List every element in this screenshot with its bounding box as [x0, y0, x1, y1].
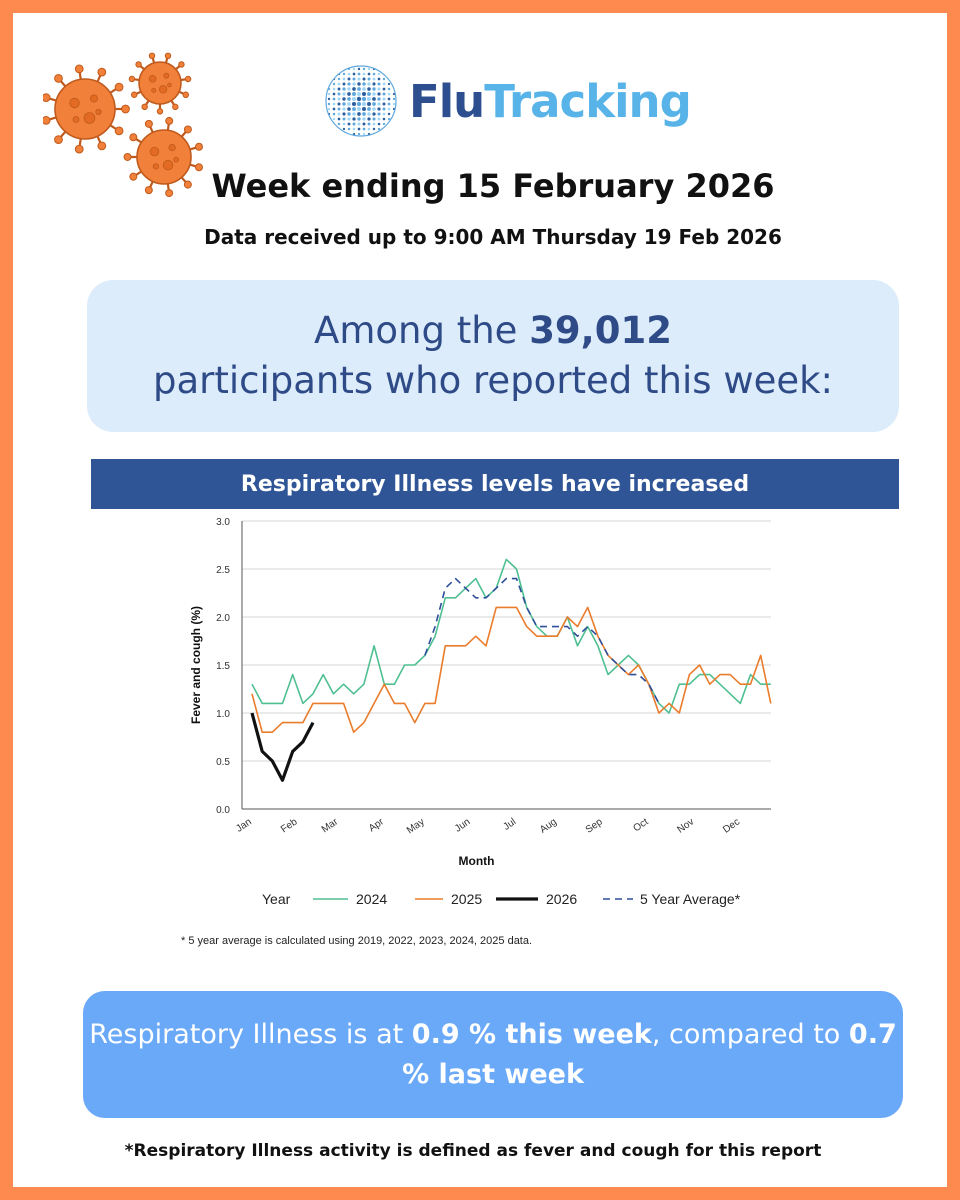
- x-tick-label: May: [405, 816, 427, 836]
- y-tick-label: 3.0: [216, 517, 230, 528]
- globe-logo-icon: [325, 65, 397, 137]
- virus-icon: [128, 52, 192, 115]
- logo-text-tracking: Tracking: [484, 75, 692, 128]
- y-tick-label: 0.5: [216, 757, 230, 768]
- line-chart: 0.0 0.5 1.0 1.5 2.0 2.5 3.0 Jan Feb Mar Apr May Jun J…: [189, 517, 772, 907]
- legend-label: 5 Year Average*: [640, 891, 741, 907]
- rate-box: Respiratory Illness is at 0.9 % this wee…: [83, 991, 903, 1118]
- participants-text: Among the 39,012 participants who report…: [153, 306, 833, 406]
- participants-prefix: Among the: [314, 309, 530, 352]
- legend-label: 2024: [356, 891, 387, 907]
- y-tick-label: 1.5: [216, 661, 230, 672]
- x-tick-label: Feb: [279, 816, 300, 835]
- rate-text: Respiratory Illness is at 0.9 % this wee…: [83, 1015, 903, 1095]
- x-tick-label: Dec: [721, 816, 742, 835]
- legend-label: 2026: [546, 891, 577, 907]
- series-line-5-year-average-: [424, 577, 660, 704]
- virus-icon: [43, 64, 130, 154]
- flutracking-logo: FluTracking: [321, 61, 692, 141]
- week-title: Week ending 15 February 2026: [211, 167, 775, 205]
- rate-prefix: Respiratory Illness is at: [89, 1018, 412, 1050]
- status-banner: Respiratory Illness levels have increase…: [91, 459, 899, 509]
- definition-note: *Respiratory Illness activity is defined…: [124, 1141, 822, 1161]
- x-tick-label: Oct: [631, 816, 650, 834]
- y-axis-label: Fever and cough (%): [189, 606, 203, 724]
- x-tick-label: Jun: [453, 816, 473, 834]
- x-tick-label: Jan: [234, 816, 254, 834]
- y-tick-label: 1.0: [216, 709, 230, 720]
- x-tick-label: Sep: [584, 816, 605, 835]
- virus-decoration: [43, 52, 203, 198]
- virus-icon: [123, 116, 203, 198]
- participants-suffix: participants who reported this week:: [152, 359, 834, 402]
- logo-text-flu: Flu: [409, 75, 485, 128]
- series-line-2025: [251, 606, 772, 733]
- x-tick-label: Jul: [501, 816, 518, 832]
- y-tick-label: 2.5: [216, 565, 230, 576]
- legend-title: Year: [262, 891, 291, 907]
- x-tick-label: Mar: [320, 816, 341, 835]
- legend-label: 2025: [451, 891, 482, 907]
- rate-this-week: 0.9 % this week: [411, 1018, 652, 1050]
- series-line-2026: [250, 712, 315, 782]
- chart-panel: 0.0 0.5 1.0 1.5 2.0 2.5 3.0 Jan Feb Mar Apr May Jun J…: [178, 513, 778, 953]
- rate-last-week: 0.7 % last week: [402, 1018, 897, 1090]
- participants-count: 39,012: [529, 309, 672, 352]
- participants-box: Among the 39,012 participants who report…: [87, 280, 899, 432]
- x-tick-label: Nov: [675, 816, 696, 835]
- x-axis-label: Month: [459, 854, 495, 868]
- y-tick-label: 0.0: [216, 805, 230, 816]
- rate-middle: , compared to: [651, 1018, 849, 1050]
- data-received-text: Data received up to 9:00 AM Thursday 19 …: [204, 225, 782, 249]
- chart-footnote: * 5 year average is calculated using 201…: [181, 935, 533, 947]
- x-tick-label: Apr: [367, 816, 387, 834]
- series-line-2024: [251, 558, 771, 714]
- x-tick-label: Aug: [538, 816, 559, 835]
- y-tick-label: 2.0: [216, 613, 230, 624]
- logo-wordmark: FluTracking: [409, 67, 692, 137]
